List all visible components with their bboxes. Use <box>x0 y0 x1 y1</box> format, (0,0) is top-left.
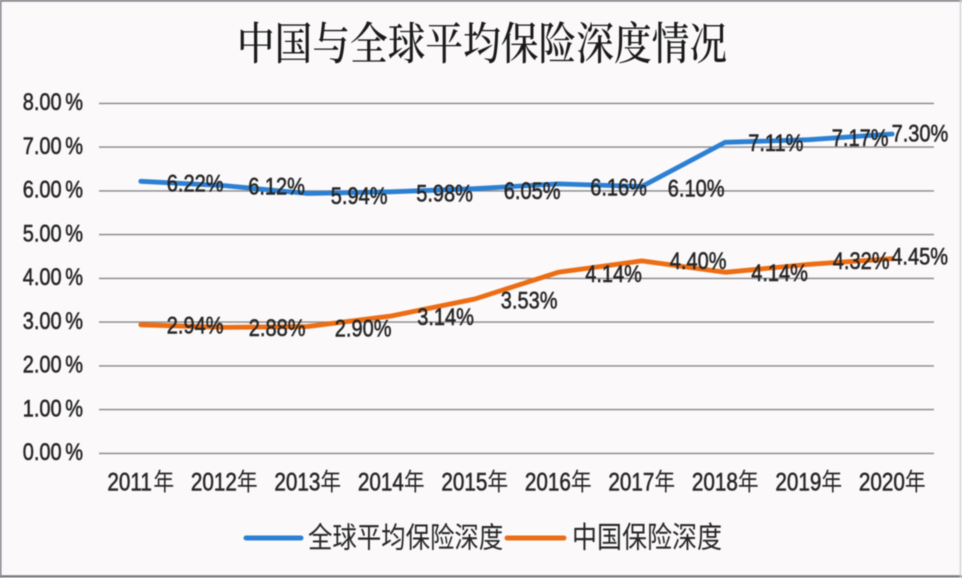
svg-text:2016: 2016 <box>525 468 571 496</box>
svg-text:6.22%: 6.22% <box>167 170 224 197</box>
svg-text:2019: 2019 <box>775 468 821 496</box>
svg-text:6.16%: 6.16% <box>590 174 647 201</box>
svg-text:8.00 %: 8.00 % <box>23 88 83 115</box>
svg-text:2.88%: 2.88% <box>249 314 306 341</box>
svg-text:4.14%: 4.14% <box>585 260 642 287</box>
svg-text:6.12%: 6.12% <box>248 173 305 200</box>
svg-text:2013: 2013 <box>274 468 320 496</box>
svg-text:4.40%: 4.40% <box>670 247 727 274</box>
svg-text:7.00 %: 7.00 % <box>23 132 83 159</box>
svg-text:5.94%: 5.94% <box>331 182 388 209</box>
svg-text:3.14%: 3.14% <box>417 303 474 330</box>
svg-text:2012: 2012 <box>191 468 237 496</box>
svg-text:2015: 2015 <box>441 468 487 496</box>
svg-text:7.17%: 7.17% <box>832 124 889 151</box>
svg-text:7.30%: 7.30% <box>892 120 949 147</box>
svg-text:5.00 %: 5.00 % <box>23 220 83 247</box>
svg-text:5.98%: 5.98% <box>416 180 473 207</box>
svg-text:4.14%: 4.14% <box>751 259 808 286</box>
svg-text:2.94%: 2.94% <box>167 312 224 339</box>
svg-text:3.00 %: 3.00 % <box>23 307 83 334</box>
svg-text:6.10%: 6.10% <box>668 175 725 202</box>
svg-text:4.32%: 4.32% <box>833 247 890 274</box>
svg-text:6.00 %: 6.00 % <box>23 176 83 203</box>
svg-text:2020: 2020 <box>859 468 905 496</box>
svg-text:2011: 2011 <box>107 468 152 496</box>
svg-text:0.00 %: 0.00 % <box>23 438 83 465</box>
svg-text:1.00 %: 1.00 % <box>23 395 83 422</box>
svg-text:6.05%: 6.05% <box>504 177 561 204</box>
svg-text:4.45%: 4.45% <box>891 243 948 270</box>
svg-text:3.53%: 3.53% <box>501 287 558 314</box>
svg-text:2014: 2014 <box>358 468 404 496</box>
svg-text:7.11%: 7.11% <box>748 129 803 156</box>
svg-text:2.00 %: 2.00 % <box>23 351 83 378</box>
svg-text:2.90%: 2.90% <box>335 315 392 342</box>
svg-text:2017: 2017 <box>608 468 654 496</box>
svg-text:2018: 2018 <box>692 468 738 496</box>
svg-text:4.00 %: 4.00 % <box>23 263 83 290</box>
